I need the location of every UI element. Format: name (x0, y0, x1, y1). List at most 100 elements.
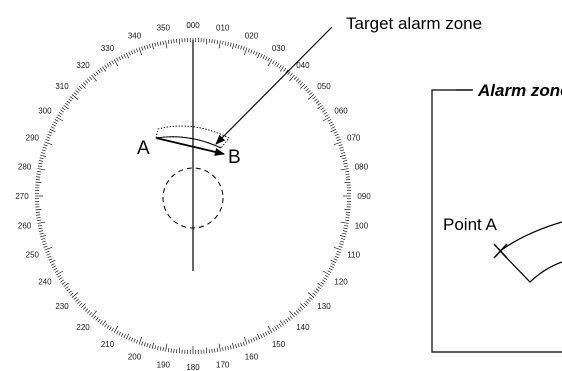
bearing-tick (41, 240, 46, 243)
bearing-label: 200 (128, 353, 142, 362)
bearing-tick (315, 100, 320, 104)
bearing-tick (303, 302, 307, 307)
bearing-tick (37, 225, 42, 227)
bearing-tick (264, 56, 268, 61)
bearing-tick (61, 107, 66, 111)
bearing-tick (343, 162, 348, 165)
bearing-tick (243, 336, 248, 345)
bearing-tick (256, 333, 261, 340)
bearing-tick (307, 298, 311, 302)
bearing-tick (95, 71, 99, 75)
bearing-tick (38, 227, 43, 230)
bearing-tick (328, 267, 333, 271)
bearing-tick (330, 123, 334, 127)
bearing-tick (91, 310, 97, 318)
point-a-label: A (137, 138, 150, 159)
bearing-tick (35, 181, 42, 184)
bearing-tick (73, 296, 78, 300)
bearing-tick (143, 342, 146, 347)
bearing-tick (222, 40, 224, 45)
bearing-tick (47, 133, 52, 137)
bearing-tick (151, 43, 154, 50)
dashed-range-circle (162, 167, 224, 229)
bearing-tick (262, 55, 266, 59)
bearing-tick (307, 94, 315, 100)
bearing-tick (216, 348, 219, 353)
bearing-tick (335, 136, 340, 139)
bearing-tick (111, 327, 114, 332)
bearing-tick (339, 235, 346, 238)
bearing-tick (35, 208, 42, 211)
bearing-tick (274, 61, 278, 66)
bearing-tick (37, 168, 46, 171)
bearing-tick (322, 116, 331, 122)
bearing-tick (58, 277, 63, 281)
bearing-tick (262, 333, 266, 337)
bearing-tick (336, 139, 341, 142)
bearing-tick (255, 336, 258, 341)
bearing-tick (128, 336, 131, 341)
bearing-tick (232, 342, 235, 349)
bearing-tick (136, 339, 139, 344)
drag-line-a-to-b (155, 137, 225, 156)
bearing-tick (335, 253, 340, 256)
bearing-tick (314, 290, 318, 294)
bearing-tick (46, 253, 51, 256)
bearing-label: 060 (334, 107, 348, 116)
bearing-tick (340, 149, 345, 152)
bearing-tick (138, 336, 143, 345)
bearing-tick (299, 82, 304, 86)
bearing-tick (333, 246, 342, 251)
bearing-tick (41, 149, 46, 152)
bearing-tick (267, 57, 270, 62)
bearing-tick (36, 219, 41, 222)
bearing-tick (344, 208, 351, 211)
callout-label: Target alarm zone (346, 14, 482, 33)
bearing-tick (308, 296, 313, 300)
bearing-tick (344, 165, 349, 167)
bearing-tick (75, 90, 79, 94)
bearing-tick (320, 281, 325, 285)
bearing-tick (344, 181, 351, 184)
bearing-tick (305, 300, 309, 305)
bearing-tick (55, 116, 64, 122)
bearing-tick (48, 131, 53, 134)
bearing-tick (149, 343, 151, 348)
callout-leader-line (215, 26, 333, 145)
bearing-tick (123, 334, 126, 339)
bearing-tick (272, 327, 275, 332)
bearing-tick (157, 345, 159, 351)
bearing-tick (141, 341, 144, 346)
bearing-tick (289, 74, 295, 82)
bearing-tick (321, 109, 326, 113)
bearing-label: 210 (101, 340, 115, 349)
bearing-tick (279, 320, 284, 326)
bearing-tick (312, 96, 317, 100)
bearing-tick (55, 270, 64, 276)
bearing-tick (293, 311, 297, 316)
bearing-tick (229, 42, 232, 47)
bearing-tick (43, 245, 48, 248)
bearing-tick (224, 346, 227, 351)
bearing-tick (113, 325, 119, 334)
bearing-label: 120 (334, 278, 348, 287)
bearing-tick (149, 44, 151, 49)
bearing-tick (307, 90, 311, 94)
bearing-tick (307, 292, 315, 298)
bearing-tick (159, 41, 162, 46)
bearing-tick (340, 240, 345, 243)
bearing-tick (295, 78, 299, 82)
bearing-tick (205, 347, 208, 354)
bearing-label: 030 (272, 44, 286, 53)
bearing-tick (214, 348, 216, 353)
bearing-tick (330, 265, 334, 269)
bearing-tick (342, 157, 347, 160)
alarm-zone-arc (155, 136, 222, 149)
bearing-label: 270 (15, 192, 29, 201)
bearing-tick (102, 66, 107, 72)
bearing-tick (330, 259, 337, 264)
bearing-label: 190 (157, 360, 171, 369)
bearing-tick (125, 52, 130, 59)
bearing-tick (339, 243, 344, 246)
